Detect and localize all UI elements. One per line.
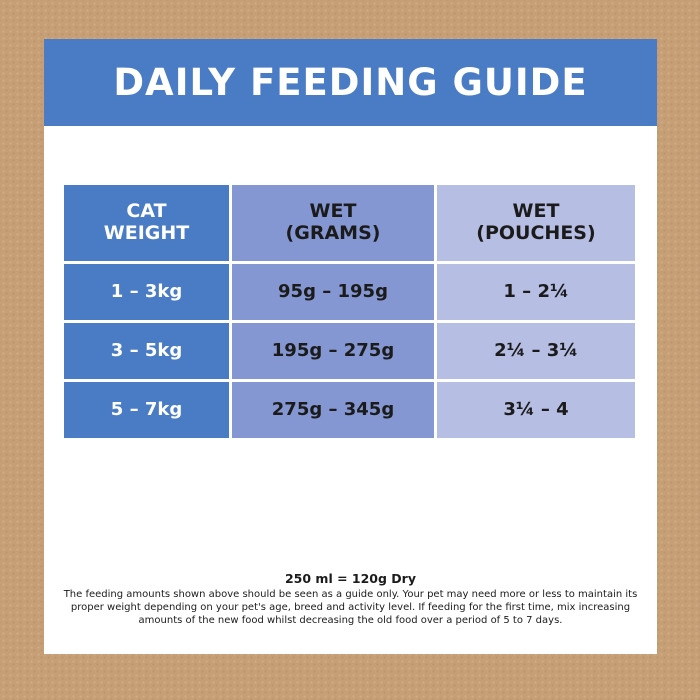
cell-grams-row1: 95g – 195g bbox=[232, 264, 434, 320]
header-wet-grams-line1: WET bbox=[309, 200, 357, 223]
cell-grams-row3: 275g – 345g bbox=[232, 382, 434, 438]
cell-weight-row1: 1 – 3kg bbox=[64, 264, 229, 320]
cell-weight-row2: 3 – 5kg bbox=[64, 323, 229, 379]
feeding-disclaimer: The feeding amounts shown above should b… bbox=[63, 589, 638, 626]
footer-notes: 250 ml = 120g Dry The feeding amounts sh… bbox=[44, 571, 657, 627]
header-wet-grams: WET (GRAMS) bbox=[232, 185, 434, 261]
cell-pouches-row3: 3¼ – 4 bbox=[437, 382, 635, 438]
header-wet-pouches-line1: WET bbox=[512, 200, 560, 223]
cell-pouches-row2: 2¼ – 3¼ bbox=[437, 323, 635, 379]
header-cat-weight-line1: CAT bbox=[126, 200, 167, 223]
header-wet-pouches: WET (POUCHES) bbox=[437, 185, 635, 261]
feeding-table: CAT WEIGHT WET (GRAMS) WET (POUCHES) 1 –… bbox=[64, 185, 635, 438]
title-banner: DAILY FEEDING GUIDE bbox=[44, 39, 657, 126]
header-cat-weight: CAT WEIGHT bbox=[64, 185, 229, 261]
cell-grams-row2: 195g – 275g bbox=[232, 323, 434, 379]
cell-weight-row3: 5 – 7kg bbox=[64, 382, 229, 438]
header-wet-grams-line2: (GRAMS) bbox=[285, 222, 381, 244]
page-title: DAILY FEEDING GUIDE bbox=[113, 61, 588, 104]
feeding-guide-card: DAILY FEEDING GUIDE CAT WEIGHT WET (GRAM… bbox=[44, 39, 657, 654]
dry-ratio: 250 ml = 120g Dry bbox=[284, 571, 416, 586]
header-wet-pouches-line2: (POUCHES) bbox=[476, 222, 596, 244]
cell-pouches-row1: 1 – 2¼ bbox=[437, 264, 635, 320]
header-cat-weight-line2: WEIGHT bbox=[103, 222, 190, 244]
